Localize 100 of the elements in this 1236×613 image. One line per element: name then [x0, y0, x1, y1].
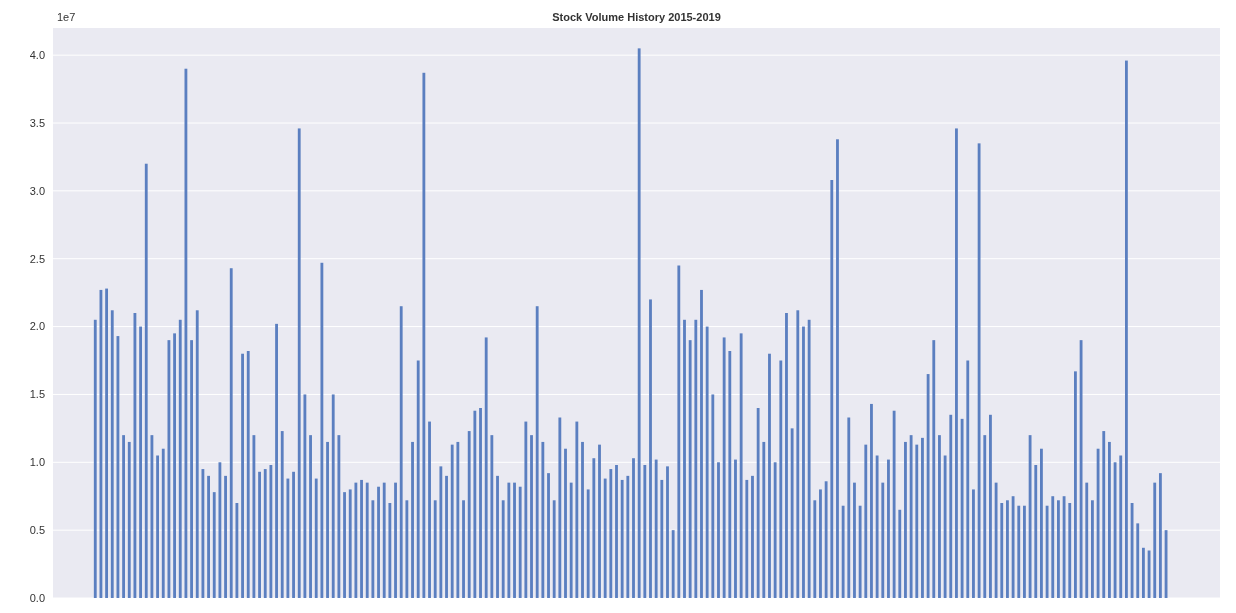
bar — [207, 475, 210, 598]
bar — [93, 319, 97, 598]
bar — [303, 394, 307, 598]
bar — [252, 435, 256, 598]
bar — [943, 455, 947, 598]
bar — [1062, 496, 1066, 598]
bar — [938, 435, 941, 598]
bar — [263, 469, 267, 598]
bar — [422, 72, 426, 598]
bar — [870, 403, 873, 598]
bar — [949, 414, 953, 598]
bar — [751, 475, 754, 598]
bar — [960, 418, 964, 598]
bar — [796, 310, 800, 598]
bar — [598, 444, 601, 598]
bar — [1074, 371, 1077, 598]
bar — [184, 68, 188, 598]
bar — [535, 306, 539, 598]
bar — [830, 180, 834, 598]
bar — [445, 475, 448, 598]
bar — [258, 471, 261, 598]
bar — [547, 473, 550, 598]
bar — [224, 475, 227, 598]
bar — [620, 479, 624, 598]
bar — [371, 500, 375, 598]
bar — [983, 435, 987, 598]
bar — [762, 441, 766, 598]
bar — [235, 503, 239, 598]
bar — [292, 471, 295, 598]
bar — [201, 469, 205, 598]
bar — [411, 441, 414, 598]
bar — [156, 455, 159, 598]
bar — [382, 482, 386, 598]
bar — [1119, 455, 1123, 598]
bar — [229, 268, 233, 598]
bar — [552, 500, 556, 598]
bar — [654, 459, 658, 598]
bar — [241, 353, 244, 598]
bar — [609, 469, 613, 598]
bar — [501, 500, 505, 598]
bar — [739, 333, 743, 598]
bar — [564, 448, 567, 598]
bar — [1051, 496, 1055, 598]
bar — [524, 421, 528, 598]
bar — [337, 435, 341, 598]
bar — [677, 265, 681, 598]
bar — [853, 482, 856, 598]
bar — [807, 319, 811, 598]
bar — [246, 351, 250, 598]
bar — [705, 326, 709, 598]
bar — [717, 462, 720, 598]
bar — [399, 306, 403, 598]
bar — [666, 466, 669, 598]
bar — [790, 428, 794, 598]
bar — [144, 163, 148, 598]
bar — [722, 337, 726, 598]
bar — [581, 441, 584, 598]
bar — [1091, 500, 1094, 598]
bar — [592, 458, 596, 598]
bar — [972, 489, 975, 598]
bar — [603, 478, 607, 598]
bar — [450, 444, 454, 598]
bar — [394, 482, 397, 598]
bar — [977, 143, 981, 598]
bar — [462, 500, 465, 598]
bar — [569, 482, 573, 598]
bar — [286, 478, 290, 598]
bar — [700, 289, 703, 598]
bar — [456, 441, 460, 598]
bar — [1023, 505, 1026, 598]
bar — [887, 459, 890, 598]
bar — [558, 417, 562, 598]
bar — [1108, 441, 1111, 598]
bar — [626, 475, 630, 598]
bar — [354, 482, 358, 598]
bar — [1028, 435, 1032, 598]
bar — [195, 310, 199, 598]
bar — [275, 323, 278, 598]
bar — [161, 448, 165, 598]
bar — [280, 431, 284, 598]
bar — [167, 340, 171, 598]
bar — [1079, 340, 1083, 598]
bar — [904, 441, 907, 598]
bar — [1045, 505, 1049, 598]
bar — [326, 441, 329, 598]
y-tick-label: 1.5 — [29, 388, 45, 401]
bar — [309, 435, 312, 598]
bar — [728, 351, 732, 598]
bar — [575, 421, 579, 598]
bar — [734, 459, 737, 598]
bar — [1085, 482, 1089, 598]
bar — [836, 139, 839, 598]
bar — [405, 500, 409, 598]
bar — [586, 489, 590, 598]
bar — [955, 128, 958, 598]
bar — [915, 444, 919, 598]
bar — [269, 465, 273, 598]
bar — [632, 458, 635, 598]
bar — [360, 479, 363, 598]
bar — [467, 431, 471, 598]
